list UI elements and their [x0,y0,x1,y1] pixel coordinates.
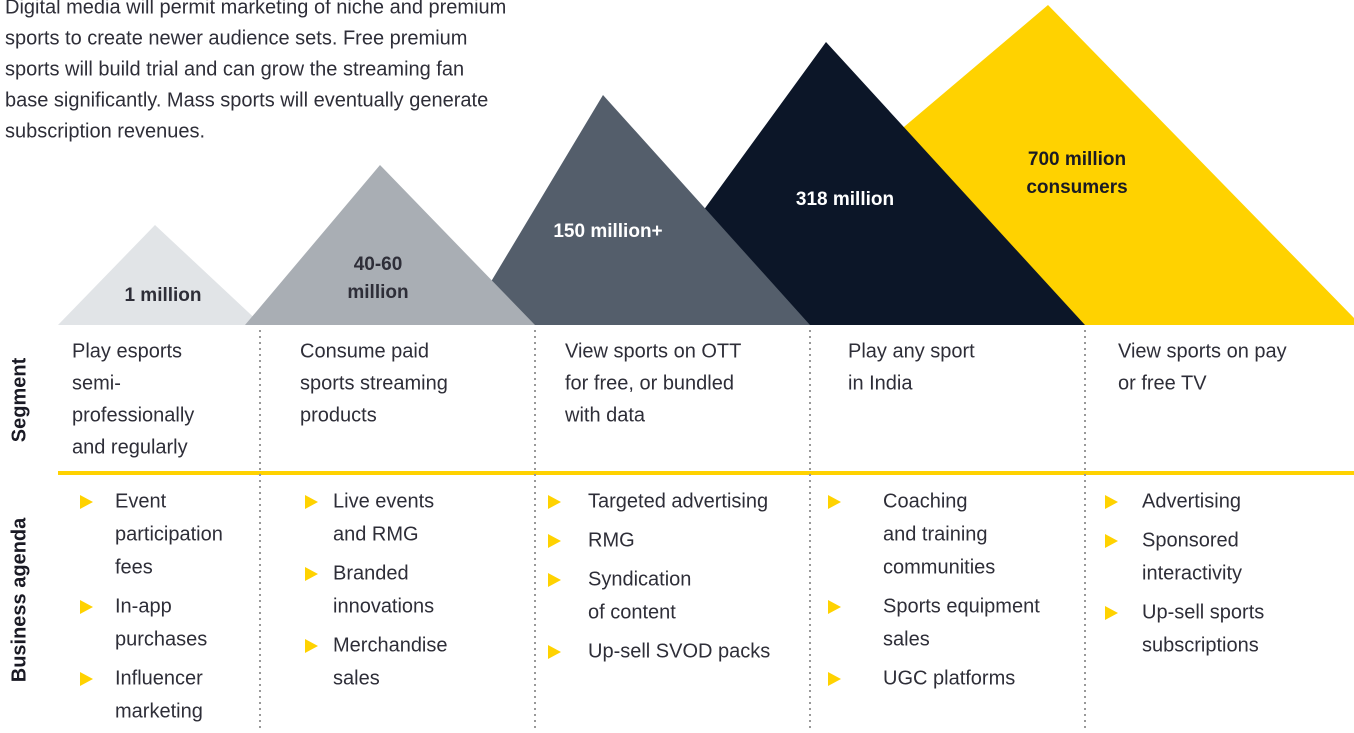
agenda-line: of content [588,601,676,623]
segment-line: Play esports [72,340,182,362]
intro-line: base significantly. Mass sports will eve… [5,89,488,111]
agenda-line: Influencer [115,667,203,689]
agenda-line: Sports equipment [883,595,1040,617]
bullet [1105,495,1118,509]
agenda-line: marketing [115,700,203,722]
bullet [548,495,561,509]
agenda-line: sales [883,628,930,650]
agenda-line: Targeted advertising [588,490,768,512]
agenda-line: innovations [333,595,434,617]
mountain-label: 1 million [124,285,201,306]
agenda-line: In-app [115,595,172,617]
intro-line: sports will build trial and can grow the… [5,58,464,80]
bullet [305,567,318,581]
segment-line: professionally [72,404,194,426]
segment-line: products [300,404,377,426]
agenda-line: sales [333,667,380,689]
segment-line: or free TV [1118,372,1207,394]
bullet [828,672,841,686]
segment-line: View sports on OTT [565,340,741,362]
agenda-line: Event [115,490,167,512]
bullet [1105,534,1118,548]
agenda-line: Merchandise [333,634,448,656]
agenda-line: Live events [333,490,434,512]
bullet [80,600,93,614]
agenda-line: Advertising [1142,490,1241,512]
row-label: Segment [8,357,30,442]
row-label: Business agenda [8,517,30,682]
mountain-label: 150 million+ [553,221,662,242]
mountain-label: 40-60 [354,254,403,275]
segment-line: sports streaming [300,372,448,394]
mountain-label: 700 million [1028,149,1126,170]
bullet [548,534,561,548]
agenda-line: fees [115,556,153,578]
intro-line: Digital media will permit marketing of n… [5,0,506,18]
bullet [548,573,561,587]
agenda-line: communities [883,556,995,578]
agenda-line: and training [883,523,988,545]
mountain-label: million [347,282,408,303]
mountain-light [58,225,262,325]
column-separators [259,330,1086,730]
bullet [305,495,318,509]
mountain-label: 318 million [796,189,894,210]
agenda-line: participation [115,523,223,545]
bullet [548,645,561,659]
agenda-line: Coaching [883,490,968,512]
agenda-line: Syndication [588,568,691,590]
agenda-line: Sponsored [1142,529,1239,551]
bullet [828,600,841,614]
agenda-line: subscriptions [1142,634,1259,656]
agenda-line: RMG [588,529,635,551]
mountain-gray [245,165,535,325]
agenda-line: Up-sell sports [1142,601,1264,623]
mountain-slate [465,95,810,325]
bullet [80,495,93,509]
intro-line: subscription revenues. [5,120,205,142]
segment-line: with data [564,404,646,426]
segment-line: in India [848,372,913,394]
agenda-line: interactivity [1142,562,1242,584]
bullet [828,495,841,509]
agenda-line: and RMG [333,523,419,545]
bullet [305,639,318,653]
bullet [1105,606,1118,620]
segment-line: Consume paid [300,340,429,362]
agenda-line: Up-sell SVOD packs [588,640,770,662]
segment-line: Play any sport [848,340,975,362]
mountain-label: consumers [1026,177,1127,198]
segment-line: for free, or bundled [565,372,734,394]
bullet [80,672,93,686]
segment-line: View sports on pay [1118,340,1287,362]
segment-line: and regularly [72,436,188,458]
agenda-line: purchases [115,628,207,650]
segment-line: semi- [72,372,121,394]
agenda-line: Branded [333,562,409,584]
agenda-line: UGC platforms [883,667,1015,689]
intro-line: sports to create newer audience sets. Fr… [5,27,467,49]
